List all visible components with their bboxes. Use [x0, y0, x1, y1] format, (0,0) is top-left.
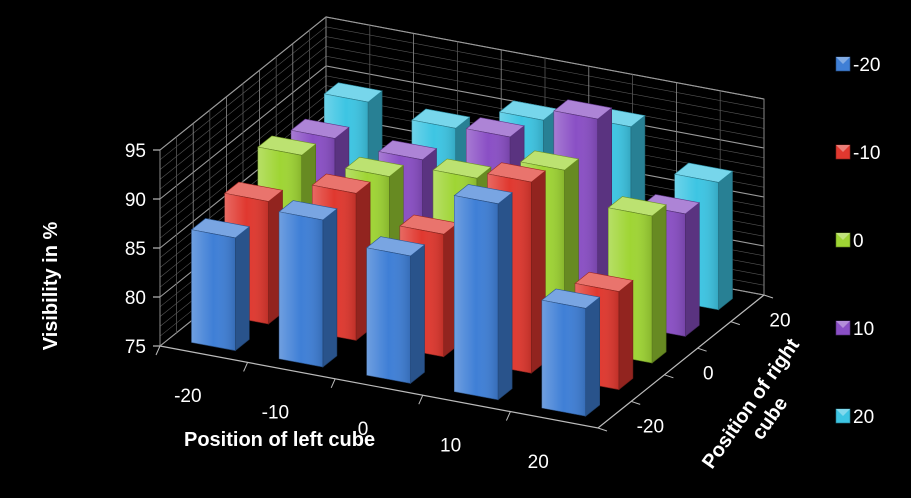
- y-axis-title: Visibility in %: [40, 222, 62, 351]
- y-tick-label: 85: [125, 239, 146, 260]
- legend-label: 20: [853, 407, 874, 428]
- z-tick-label: 0: [703, 364, 714, 385]
- z-tick-label: -20: [637, 417, 664, 438]
- x-tick-label: -20: [174, 386, 201, 407]
- bar: [278, 200, 338, 368]
- bar: [366, 236, 426, 385]
- y-tick-label: 95: [125, 141, 146, 162]
- z-tick-mark: [763, 294, 774, 299]
- x-tick-label: -10: [262, 403, 289, 424]
- legend-item: -20: [835, 55, 880, 76]
- y-tick-label: 75: [125, 337, 146, 358]
- bar: [453, 184, 513, 401]
- x-tick-mark: [330, 378, 336, 389]
- legend-label: -10: [853, 143, 880, 164]
- legend-label: 10: [853, 319, 874, 340]
- chart-bars: [190, 82, 734, 417]
- bar: [190, 218, 250, 352]
- z-tick-label: 20: [769, 310, 790, 331]
- legend-item: -10: [835, 143, 880, 164]
- z-tick-mark: [664, 374, 674, 379]
- y-tick-label: 80: [125, 288, 146, 309]
- legend-label: -20: [853, 55, 880, 76]
- y-tick-label: 90: [125, 190, 146, 211]
- legend-label: 0: [853, 231, 864, 252]
- legend-item: 0: [835, 231, 864, 252]
- z-tick-mark: [730, 321, 740, 326]
- x-tick-mark: [155, 345, 161, 356]
- x-tick-mark: [418, 394, 424, 405]
- legend-item: 10: [835, 319, 874, 340]
- x-tick-mark: [505, 411, 511, 421]
- x-tick-mark: [243, 362, 249, 372]
- z-tick-mark: [597, 427, 608, 432]
- z-tick-mark: [631, 400, 641, 405]
- legend-item: 20: [835, 407, 874, 428]
- x-tick-label: 0: [358, 419, 369, 440]
- legend: -20 -10 0 10 20: [835, 55, 880, 428]
- x-tick-label: 10: [440, 435, 461, 456]
- x-tick-label: 20: [528, 452, 549, 473]
- z-axis-title: Position of rightcube: [698, 334, 824, 486]
- z-tick-mark: [697, 347, 707, 352]
- bar: [541, 288, 601, 417]
- x-axis-title: Position of left cube: [184, 429, 375, 451]
